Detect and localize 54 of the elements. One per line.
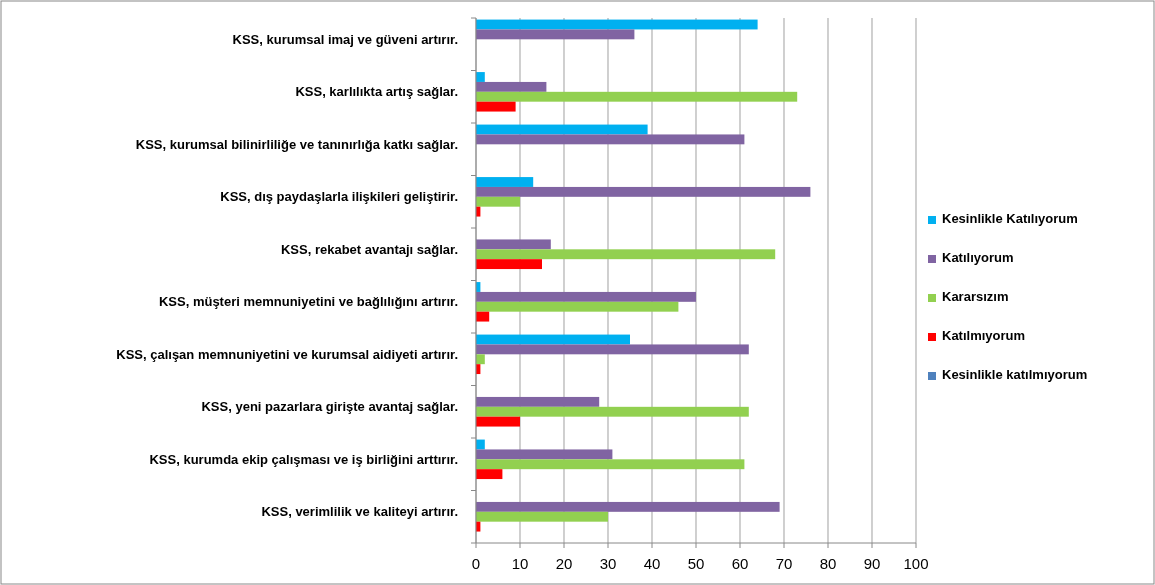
legend-label: Katılıyorum [942, 250, 1014, 266]
x-tick-label: 0 [471, 555, 481, 572]
x-tick-label: 80 [819, 555, 837, 572]
y-tick-label: KSS, müşteri memnuniyetini ve bağlılığını artırır. [158, 294, 458, 310]
y-tick-label: KSS, dış paydaşlarla ilişkileri geliştirir. [220, 189, 458, 205]
legend-label: Kararsızım [942, 289, 1009, 305]
bar [476, 186, 811, 197]
bar [476, 396, 600, 407]
bar [476, 334, 630, 345]
x-tick-label: 60 [731, 555, 749, 572]
x-tick-label: 20 [555, 555, 573, 572]
bar [476, 459, 745, 470]
y-tick-label: KSS, kurumsal imaj ve güveni artırır. [232, 31, 458, 47]
bar [476, 469, 503, 480]
y-tick-label: KSS, yeni pazarlara girişte avantaj sağlar. [201, 399, 458, 415]
x-tick-label: 40 [643, 555, 661, 572]
bar [476, 301, 679, 312]
bar [476, 19, 758, 30]
bar [476, 134, 745, 145]
bar [476, 72, 485, 82]
bar [476, 449, 613, 460]
bar [476, 354, 485, 365]
bar [476, 239, 551, 250]
legend-label: Katılmıyorum [942, 328, 1026, 344]
y-tick-label: KSS, çalışan memnuniyetini ve kurumsal aidiyeti artırır. [116, 346, 458, 362]
x-tick-label: 30 [599, 555, 617, 572]
bar [476, 101, 516, 112]
bar [476, 406, 749, 417]
bar [476, 259, 542, 270]
y-tick-label: KSS, verimlilik ve kaliteyi artırır. [261, 504, 458, 520]
y-tick-label: KSS, karlılıkta artış sağlar. [295, 84, 458, 100]
bar [476, 291, 696, 302]
bar [476, 29, 635, 40]
legend-label: Kesinlikle Katılıyorum [942, 211, 1078, 227]
y-tick-label: KSS, rekabet avantajı sağlar. [280, 241, 458, 257]
bar [476, 124, 648, 135]
bar [476, 249, 776, 260]
bar [476, 196, 520, 207]
x-tick-label: 50 [687, 555, 705, 572]
x-tick-label: 70 [775, 555, 793, 572]
bar [476, 91, 798, 102]
bar [476, 177, 534, 187]
bar [476, 501, 780, 512]
bar [476, 344, 749, 355]
y-tick-label: KSS, kurumda ekip çalışması ve iş birliğini arttırır. [149, 451, 458, 467]
bar [476, 511, 608, 522]
bar [476, 416, 520, 427]
y-tick-label: KSS, kurumsal bilinirliliğe ve tanınırlığa katkı sağlar. [135, 136, 458, 152]
x-tick-label: 100 [903, 555, 929, 572]
legend-label: Kesinlikle katılmıyorum [942, 367, 1088, 383]
bar [476, 81, 547, 92]
x-tick-label: 90 [863, 555, 881, 572]
bar [476, 311, 490, 322]
x-tick-label: 10 [511, 555, 529, 572]
